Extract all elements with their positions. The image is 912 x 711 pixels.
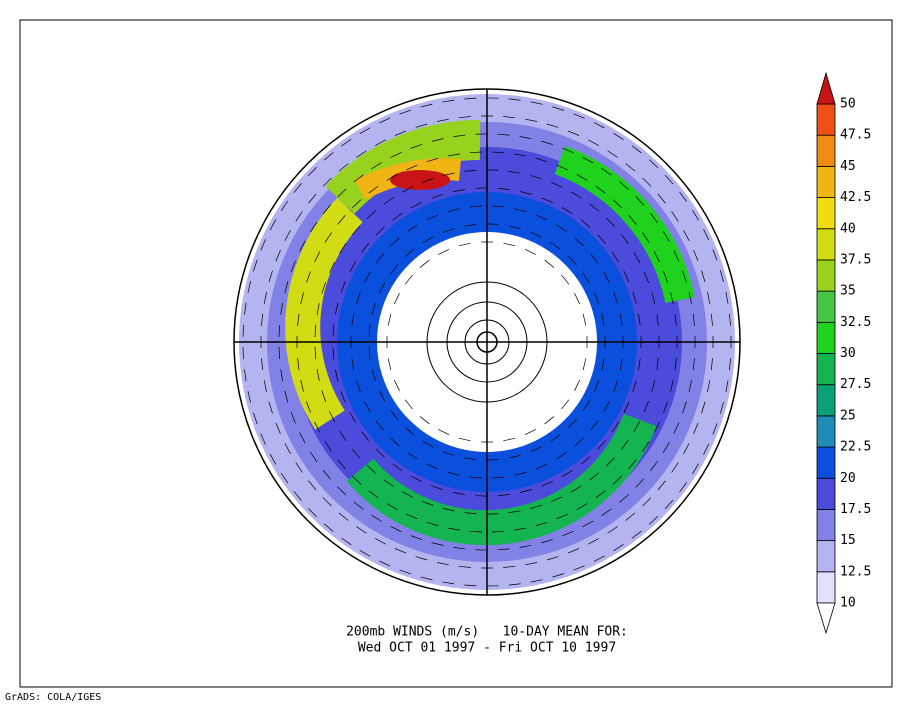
colorbar-label: 35	[840, 284, 856, 299]
colorbar-label: 50	[840, 97, 856, 112]
colorbar-label: 45	[840, 159, 856, 174]
colorbar-label: 47.5	[840, 128, 871, 143]
colorbar-swatch	[817, 541, 835, 572]
colorbar-label: 42.5	[840, 190, 871, 205]
colorbar-label: 10	[840, 596, 856, 611]
colorbar-swatch	[817, 416, 835, 447]
colorbar-label: 40	[840, 221, 856, 236]
title-line: Wed OCT 01 1997 - Fri OCT 10 1997	[358, 641, 616, 656]
colorbar-swatch	[817, 509, 835, 540]
colorbar-swatch	[817, 229, 835, 260]
colorbar-swatch	[817, 385, 835, 416]
colorbar-label: 20	[840, 471, 856, 486]
colorbar-label: 27.5	[840, 377, 871, 392]
colorbar-swatch	[817, 291, 835, 322]
footer: GrADS: COLA/IGES	[5, 692, 101, 703]
title-line: 200mb WINDS (m/s) 10-DAY MEAN FOR:	[346, 625, 628, 640]
colorbar-label: 15	[840, 533, 856, 548]
colorbar-label: 17.5	[840, 502, 871, 517]
colorbar-swatch	[817, 166, 835, 197]
colorbar-swatch	[817, 198, 835, 229]
colorbar-swatch	[817, 260, 835, 291]
colorbar-swatch	[817, 447, 835, 478]
colorbar-swatch	[817, 322, 835, 353]
colorbar-swatch	[817, 572, 835, 603]
colorbar-label: 30	[840, 346, 856, 361]
colorbar-label: 22.5	[840, 440, 871, 455]
colorbar-swatch	[817, 104, 835, 135]
colorbar-label: 12.5	[840, 564, 871, 579]
colorbar-label: 37.5	[840, 252, 871, 267]
colorbar-swatch	[817, 478, 835, 509]
colorbar-swatch	[817, 354, 835, 385]
colorbar-swatch	[817, 135, 835, 166]
colorbar-label: 25	[840, 408, 856, 423]
colorbar-label: 32.5	[840, 315, 871, 330]
